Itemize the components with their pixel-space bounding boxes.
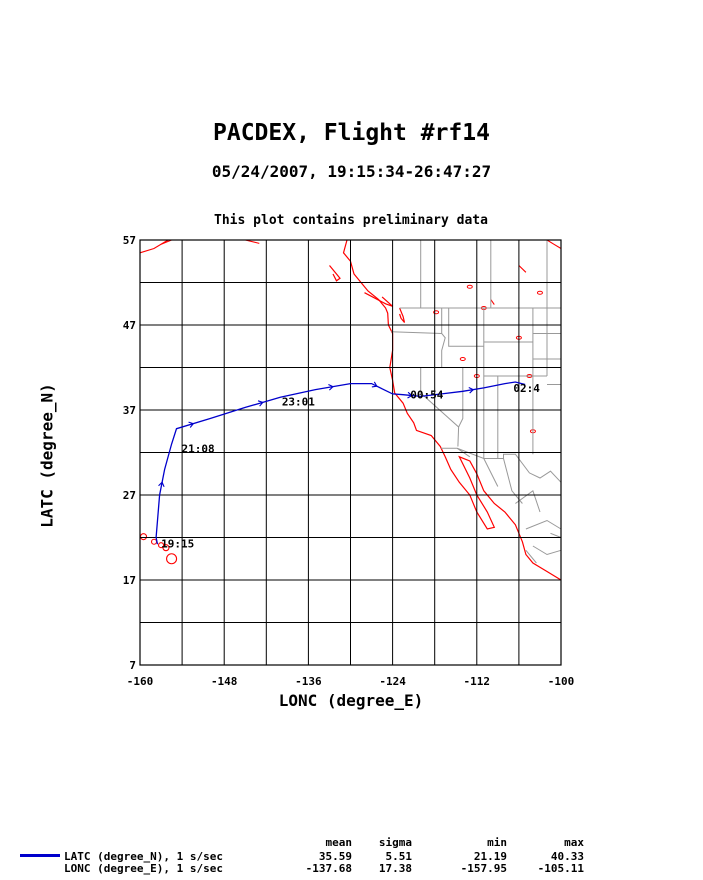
direction-arrow [407, 391, 413, 399]
border-line [448, 308, 484, 347]
direction-arrow [158, 481, 165, 488]
stats-row-max: 40.33 [550, 850, 584, 863]
preliminary-note: This plot contains preliminary data [214, 213, 488, 228]
hawaii-island [162, 544, 170, 552]
border-line [503, 458, 523, 504]
time-annotation: 21:08 [181, 442, 214, 455]
lake [466, 284, 473, 289]
direction-arrow [257, 400, 264, 407]
time-annotation: 00:54 [410, 389, 443, 402]
stats-row-mean: -137.68 [305, 862, 352, 875]
border-line [483, 458, 499, 487]
hawaii-island [150, 538, 158, 545]
y-tick-label: 57 [123, 234, 136, 247]
direction-arrow [468, 386, 475, 394]
coastline [546, 239, 562, 249]
coastline [160, 239, 172, 245]
coastline [364, 292, 394, 307]
flight-track-line [155, 381, 526, 545]
x-tick-label: -136 [295, 675, 322, 688]
border-line [458, 367, 464, 428]
stats-row-sigma: 17.38 [378, 862, 412, 875]
border-line [441, 447, 562, 483]
stats-header-max: max [564, 836, 584, 849]
border-line [391, 331, 442, 334]
plot-title: PACDEX, Flight #rf14 [213, 120, 490, 146]
plot-frame [139, 239, 562, 666]
lake [536, 290, 543, 295]
plot-subtitle: 05/24/2007, 19:15:34-26:47:27 [211, 162, 492, 181]
stats-row-max: -105.11 [537, 862, 584, 875]
direction-arrow [371, 381, 378, 388]
stats-row-min: 21.19 [473, 850, 507, 863]
stats-row-label: LONC (degree_E), 1 s/sec [64, 862, 223, 875]
coastline [342, 239, 562, 581]
border-line [525, 549, 537, 564]
lake [459, 357, 466, 361]
stats-row-label: LATC (degree_N), 1 s/sec [64, 850, 223, 863]
time-annotation: 19:15 [161, 537, 194, 550]
stats-header-sigma: sigma [378, 836, 412, 849]
y-tick-label: 37 [123, 404, 136, 417]
coastline [139, 239, 169, 254]
direction-arrow [188, 421, 195, 428]
x-tick-label: -124 [379, 675, 406, 688]
border-line [550, 532, 562, 538]
coastline [518, 265, 527, 273]
stats-row-mean: 35.59 [318, 850, 352, 863]
lake [433, 310, 440, 315]
coastline [329, 265, 341, 282]
y-axis-label: LATC (degree_N) [37, 383, 57, 528]
border-line [525, 519, 562, 530]
y-tick-label: 7 [129, 659, 136, 672]
x-tick-label: -100 [548, 675, 575, 688]
x-tick-label: -160 [127, 675, 154, 688]
border-line [532, 545, 562, 556]
x-tick-label: -148 [211, 675, 238, 688]
y-tick-label: 47 [123, 319, 136, 332]
coastline [490, 299, 495, 305]
y-tick-label: 27 [123, 489, 136, 502]
coastline [399, 307, 406, 323]
hawaii-island [166, 553, 178, 565]
stats-row-sigma: 5.51 [385, 850, 413, 863]
time-annotation: 02:4 [513, 382, 540, 395]
flight-track-layer [155, 381, 526, 545]
border-line [441, 308, 446, 368]
time-annotation: 23:01 [282, 396, 315, 409]
y-tick-label: 17 [123, 574, 136, 587]
x-tick-label: -112 [464, 675, 491, 688]
x-axis-label: LONC (degree_E) [278, 691, 424, 710]
stats-header-mean: mean [325, 836, 353, 849]
legend-line-latc [20, 854, 60, 857]
direction-arrow [328, 384, 334, 391]
time-annotations-layer: 19:15 21:08 23:01 00:54 02:4 [161, 382, 540, 551]
grid-layer [139, 239, 562, 666]
hawaii-island [139, 533, 148, 541]
axis-ticks-layer: -160 -148 -136 -124 -112 -100 7 17 27 37 47 57 [123, 234, 575, 688]
stats-header-min: min [487, 836, 507, 849]
stats-row-min: -157.95 [460, 862, 507, 875]
border-line [420, 367, 460, 447]
border-line [515, 489, 541, 513]
